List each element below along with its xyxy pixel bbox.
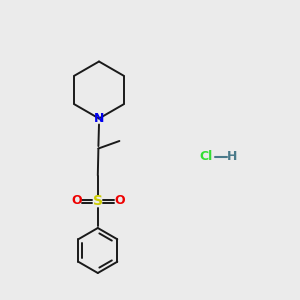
Text: N: N (94, 112, 104, 125)
Text: O: O (71, 194, 82, 208)
Text: S: S (93, 194, 103, 208)
Text: Cl: Cl (199, 150, 212, 163)
Text: O: O (114, 194, 125, 208)
Text: H: H (227, 150, 238, 163)
